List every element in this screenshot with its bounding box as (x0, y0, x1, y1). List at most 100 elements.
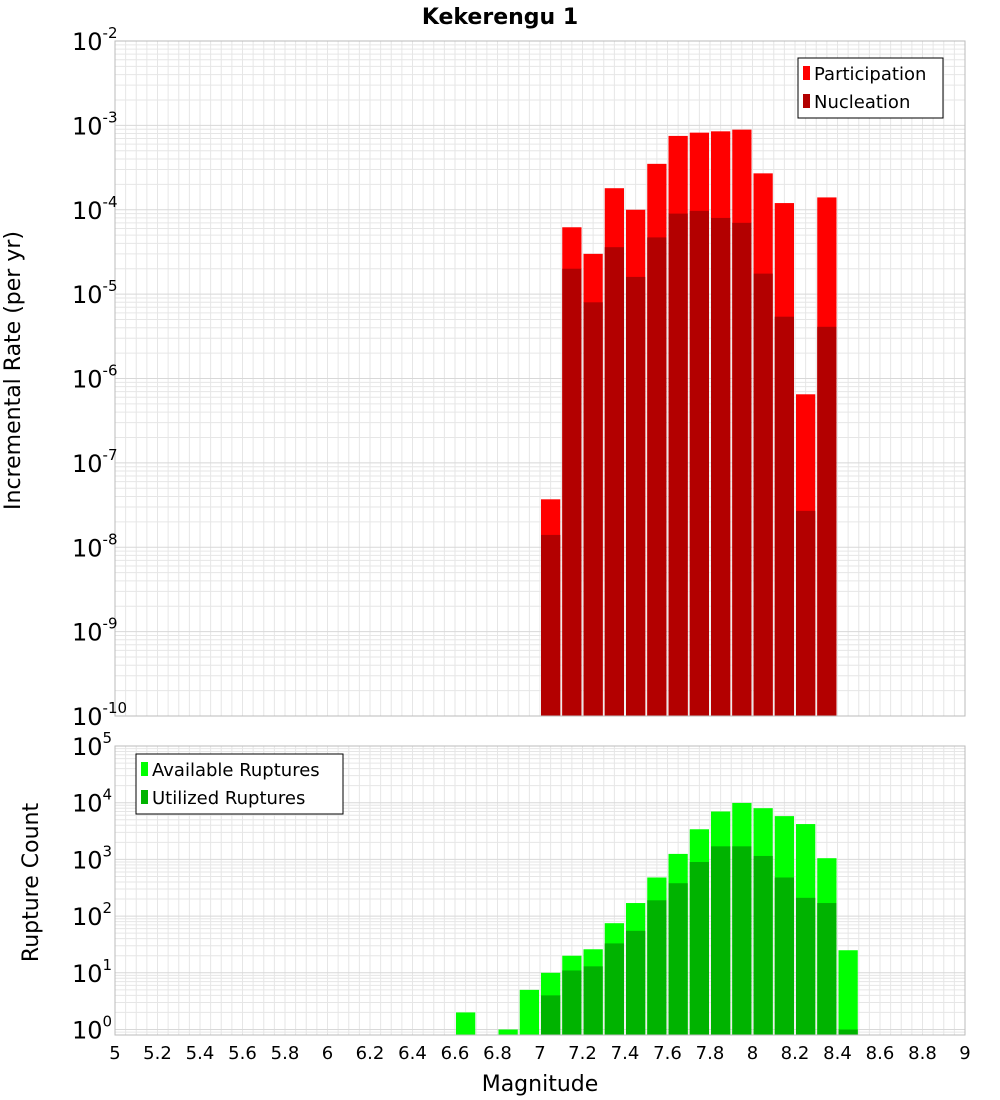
bar-utilized-ruptures (626, 930, 646, 1035)
y-tick-label: 103 (72, 842, 112, 874)
bar-utilized-ruptures (689, 861, 709, 1035)
y-tick-base: 10 (72, 112, 103, 140)
y-tick-exponent: 1 (103, 956, 113, 974)
legend-swatch (141, 762, 148, 776)
bar-utilized-ruptures (562, 970, 582, 1035)
x-tick-label: 6.4 (398, 1043, 427, 1064)
bar-nucleation (668, 213, 688, 717)
x-tick-label: 7.4 (611, 1043, 640, 1064)
legend-label: Participation (814, 64, 926, 85)
bar-utilized-ruptures (711, 846, 731, 1035)
x-tick-label: 6 (322, 1043, 333, 1064)
bar-nucleation (796, 510, 816, 716)
y-tick-label: 100 (72, 1013, 112, 1045)
x-tick-label: 6.8 (483, 1043, 512, 1064)
bar-nucleation (753, 273, 773, 716)
legend-swatch (803, 94, 810, 108)
x-tick-label: 6.2 (356, 1043, 385, 1064)
bar-available-ruptures (498, 1029, 518, 1035)
y-tick-label: 10-5 (72, 277, 118, 309)
x-tick-label: 9 (959, 1043, 970, 1064)
x-tick-label: 7.2 (568, 1043, 597, 1064)
y-tick-label: 10-2 (72, 24, 118, 56)
bar-utilized-ruptures (817, 903, 837, 1035)
plot-frame (114, 745, 966, 1036)
x-tick-label: 8 (747, 1043, 758, 1064)
bar-utilized-ruptures (583, 966, 603, 1035)
y-tick-base: 10 (72, 733, 103, 761)
y-tick-label: 10-6 (72, 362, 118, 394)
bar-available-ruptures (456, 1012, 476, 1035)
legend-swatch (141, 790, 148, 804)
bar-nucleation (817, 326, 837, 716)
bar-available-ruptures (838, 950, 858, 1035)
bar-nucleation (774, 316, 794, 716)
y-tick-exponent: -8 (103, 530, 118, 548)
bar-nucleation (689, 210, 709, 716)
y-tick-exponent: -6 (103, 362, 118, 380)
y-tick-base: 10 (72, 903, 103, 931)
y-tick-label: 10-10 (72, 699, 127, 731)
legend-label: Available Ruptures (152, 760, 320, 781)
y-tick-label: 102 (72, 899, 112, 931)
bar-available-ruptures (519, 989, 539, 1035)
y-tick-label: 101 (72, 956, 112, 988)
bar-utilized-ruptures (838, 1029, 858, 1035)
y-tick-exponent: -4 (103, 193, 118, 211)
y-tick-label: 104 (72, 786, 112, 818)
legend-box (797, 57, 944, 119)
y-tick-exponent: 3 (103, 842, 113, 860)
bar-nucleation (647, 237, 667, 716)
bar-nucleation (626, 276, 646, 716)
x-axis-label: Magnitude (482, 1072, 599, 1097)
y-tick-exponent: 5 (103, 729, 113, 747)
y-tick-base: 10 (72, 366, 103, 394)
y-tick-exponent: 2 (103, 899, 113, 917)
x-tick-label: 5 (109, 1043, 120, 1064)
y-axis-label: Incremental Rate (per yr) (1, 231, 26, 510)
y-tick-base: 10 (72, 281, 103, 309)
y-tick-exponent: -7 (103, 446, 118, 464)
legend-label: Nucleation (814, 92, 910, 113)
bar-nucleation (604, 247, 624, 716)
bar-utilized-ruptures (732, 846, 752, 1035)
x-tick-label: 8.4 (823, 1043, 852, 1064)
bar-nucleation (583, 302, 603, 716)
legend-box (135, 753, 344, 815)
y-tick-base: 10 (72, 28, 103, 56)
x-tick-label: 7.6 (653, 1043, 682, 1064)
y-tick-base: 10 (72, 703, 103, 731)
y-tick-label: 10-9 (72, 615, 118, 647)
legend-label: Utilized Ruptures (152, 788, 305, 809)
y-tick-base: 10 (72, 197, 103, 225)
bar-utilized-ruptures (753, 855, 773, 1035)
bar-utilized-ruptures (647, 900, 667, 1035)
bar-nucleation (732, 222, 752, 716)
x-tick-label: 5.4 (186, 1043, 215, 1064)
bar-utilized-ruptures (604, 943, 624, 1035)
y-tick-base: 10 (72, 846, 103, 874)
y-tick-label: 10-7 (72, 446, 118, 478)
bar-utilized-ruptures (774, 877, 794, 1035)
y-tick-exponent: -2 (103, 24, 118, 42)
y-tick-label: 105 (72, 729, 112, 761)
plot-frame (114, 40, 966, 717)
bar-utilized-ruptures (541, 995, 561, 1035)
x-tick-label: 5.6 (228, 1043, 257, 1064)
top-panel: 10-1010-910-810-710-610-510-410-310-2Inc… (1, 24, 966, 731)
y-tick-base: 10 (72, 1017, 103, 1045)
y-tick-label: 10-4 (72, 193, 118, 225)
y-tick-exponent: -5 (103, 277, 118, 295)
x-tick-label: 7 (534, 1043, 545, 1064)
y-tick-exponent: -10 (103, 699, 128, 717)
x-tick-label: 6.6 (441, 1043, 470, 1064)
y-tick-label: 10-3 (72, 108, 118, 140)
x-tick-label: 8.2 (781, 1043, 810, 1064)
y-tick-base: 10 (72, 619, 103, 647)
bar-nucleation (562, 268, 582, 716)
y-tick-base: 10 (72, 534, 103, 562)
x-tick-label: 8.8 (908, 1043, 937, 1064)
y-tick-exponent: -3 (103, 108, 118, 126)
